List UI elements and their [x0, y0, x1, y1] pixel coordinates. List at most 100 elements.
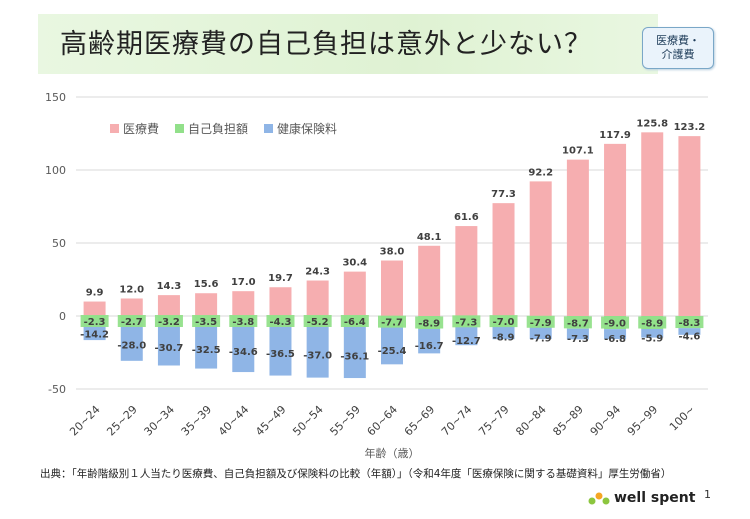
data-label-self-pay: -5.2 — [307, 317, 329, 328]
data-label-insurance: -25.4 — [378, 346, 407, 357]
y-tick-label: -50 — [48, 383, 66, 396]
data-label-self-pay: -7.3 — [455, 317, 477, 328]
data-label-bg-self-pay — [192, 315, 221, 327]
data-label-self-pay: -3.2 — [158, 317, 180, 328]
data-label-medical: 92.2 — [528, 167, 553, 178]
data-label-insurance: -6.8 — [604, 334, 626, 345]
x-tick-label: 75~79 — [476, 403, 512, 439]
data-label-bg-self-pay — [638, 316, 667, 329]
stacked-bar-chart: -50 0 50 100 150 9.9 -2.3 -14.2 20~24 12.0 -2.7 -28… — [45, 91, 708, 460]
data-label-insurance: -30.7 — [155, 343, 184, 354]
data-label-insurance: -32.5 — [192, 345, 221, 356]
x-axis-title: 年齢（歳） — [365, 446, 420, 460]
x-tick-label: 85~89 — [550, 403, 586, 439]
bar-insurance — [641, 328, 664, 338]
badge-line-1: 医療費・ — [656, 34, 700, 47]
bar-medical — [381, 260, 403, 316]
data-label-self-pay: -6.4 — [344, 317, 366, 328]
data-label-insurance: -37.0 — [303, 351, 332, 362]
bar-insurance — [232, 321, 255, 373]
data-label-self-pay: -3.8 — [232, 317, 254, 328]
data-label-medical: 38.0 — [380, 247, 405, 258]
bar-medical — [83, 301, 106, 316]
data-label-bg-self-pay — [489, 315, 518, 328]
data-label-self-pay: -7.9 — [530, 318, 552, 329]
data-label-insurance: -34.6 — [229, 347, 258, 358]
bar-medical — [529, 181, 552, 316]
data-label-medical: 117.9 — [599, 130, 631, 141]
data-label-medical: 61.6 — [454, 212, 479, 223]
data-label-self-pay: -3.5 — [195, 317, 217, 328]
data-label-medical: 77.3 — [491, 189, 516, 200]
bar-insurance — [604, 329, 627, 340]
x-tick-label: 65~69 — [402, 403, 438, 439]
data-label-self-pay: -8.7 — [567, 318, 589, 329]
category-badge[interactable]: 医療費・ 介護費 — [642, 27, 714, 69]
bar-insurance — [120, 319, 143, 361]
data-label-bg-self-pay — [266, 315, 295, 327]
bar-medical — [343, 271, 366, 316]
data-label-bg-self-pay — [117, 315, 146, 327]
data-label-insurance: -7.9 — [530, 333, 552, 344]
bar-insurance — [269, 322, 292, 376]
data-label-medical: 9.9 — [86, 288, 104, 299]
logo-text: well spent — [614, 490, 696, 506]
data-label-medical: 125.8 — [636, 118, 668, 129]
legend-label: 自己負担額 — [188, 122, 248, 136]
bar-medical — [641, 132, 664, 316]
x-tick-label: 60~64 — [365, 403, 401, 439]
x-tick-label: 95~99 — [625, 403, 661, 439]
x-tick-label: 30~34 — [142, 403, 178, 439]
data-label-medical: 123.2 — [674, 122, 706, 133]
bar-insurance — [492, 326, 515, 340]
data-label-bg-self-pay — [601, 316, 630, 329]
x-tick-label: 100~ — [667, 403, 698, 434]
bar-medical — [120, 298, 143, 316]
data-label-insurance: -8.9 — [493, 333, 515, 344]
data-label-medical: 17.0 — [231, 277, 256, 288]
data-label-self-pay: -7.0 — [493, 317, 515, 328]
bar-medical — [157, 295, 180, 316]
data-label-insurance: -14.2 — [80, 330, 109, 341]
data-label-bg-self-pay — [340, 315, 369, 327]
x-tick-label: 55~59 — [327, 403, 363, 439]
y-tick-label: 100 — [45, 164, 66, 177]
title-banner — [38, 14, 658, 74]
data-label-self-pay: -8.3 — [678, 318, 700, 329]
x-tick-label: 50~54 — [290, 403, 326, 439]
data-label-medical: 24.3 — [305, 267, 330, 278]
y-tick-label: 50 — [52, 237, 66, 250]
bar-medical — [306, 280, 329, 316]
data-label-bg-self-pay — [303, 315, 332, 327]
data-label-medical: 107.1 — [562, 146, 594, 157]
logo-mark-icon — [588, 492, 610, 505]
data-label-medical: 30.4 — [342, 258, 367, 269]
data-label-insurance: -36.1 — [340, 352, 369, 363]
x-tick-label: 90~94 — [588, 403, 624, 439]
data-label-medical: 14.3 — [157, 281, 182, 292]
data-label-insurance: -5.9 — [641, 333, 663, 344]
bar-medical — [232, 291, 255, 316]
legend-swatch — [110, 124, 119, 133]
bar-medical — [566, 159, 589, 316]
x-tick-label: 20~24 — [67, 403, 103, 439]
bar-insurance — [678, 328, 701, 335]
badge-line-2: 介護費 — [661, 48, 695, 61]
legend-swatch — [264, 124, 273, 133]
data-label-self-pay: -8.9 — [418, 318, 440, 329]
data-label-bg-self-pay — [675, 316, 704, 329]
x-tick-label: 25~29 — [104, 403, 140, 439]
source-citation: 出典：「年齢階級別１人当たり医療費、自己負担額及び保険料の比較（年額）」（令和4… — [40, 468, 672, 480]
y-tick-label: 150 — [45, 91, 66, 104]
data-label-insurance: -4.6 — [678, 331, 700, 342]
data-label-bg-self-pay — [415, 316, 444, 329]
page-title: 高齢期医療費の自己負担は意外と少ない？ — [60, 29, 592, 60]
data-label-medical: 48.1 — [417, 232, 442, 243]
bar-insurance — [343, 325, 366, 379]
bar-insurance — [381, 327, 403, 365]
bar-insurance — [455, 326, 478, 346]
legend-label: 健康保険料 — [277, 121, 337, 136]
data-label-insurance: -36.5 — [266, 349, 295, 360]
data-label-medical: 15.6 — [194, 279, 219, 290]
bar-insurance — [566, 328, 589, 340]
